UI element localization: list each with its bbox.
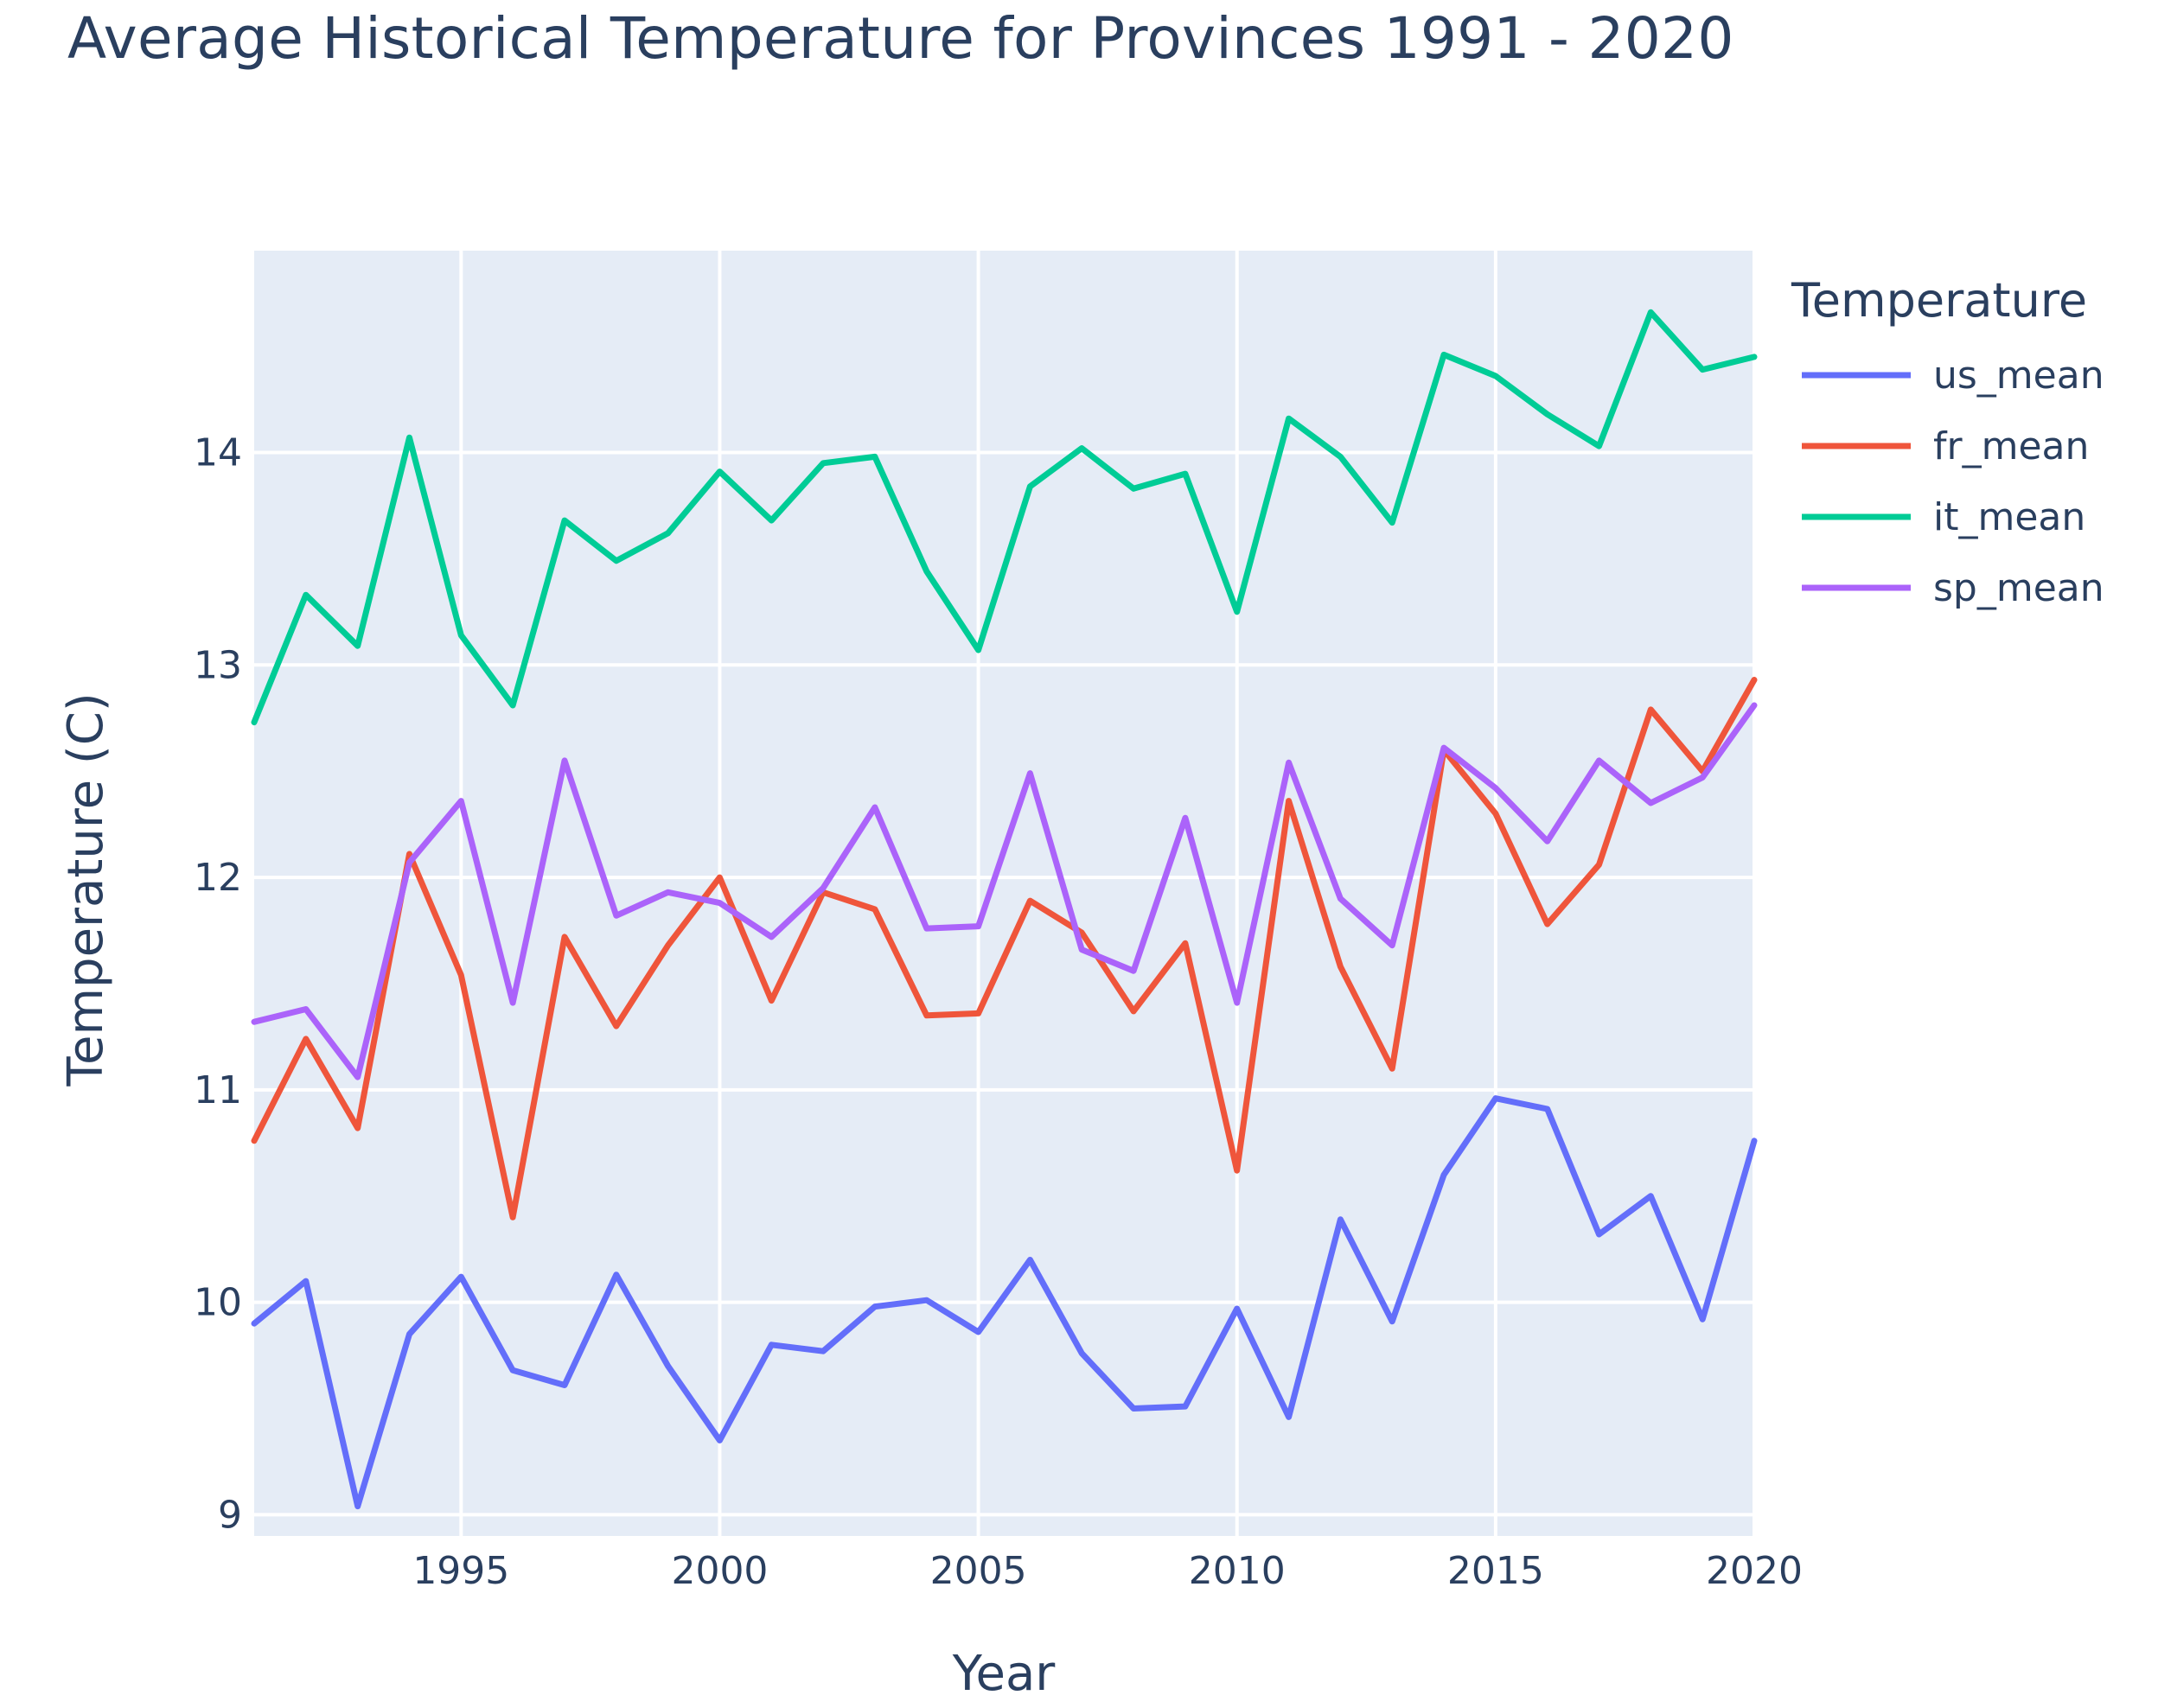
y-tick-label: 11 [194,1068,242,1112]
x-tick-label: 2000 [671,1549,768,1593]
legend-label-sp_mean: sp_mean [1933,566,2104,610]
chart-title: Average Historical Temperature for Provi… [67,5,1734,72]
x-tick-label: 2005 [930,1549,1027,1593]
y-tick-label: 14 [194,430,242,475]
x-tick-label: 2015 [1447,1549,1544,1593]
x-tick-label: 2020 [1706,1549,1803,1593]
series-line-it_mean [251,309,1758,726]
series-line-us_mean [251,1095,1758,1510]
y-axis-title: Temperature (C) [58,692,114,1087]
series-lines [251,309,1758,1510]
x-tick-label: 2010 [1189,1549,1286,1593]
series-line-sp_mean [251,702,1758,1080]
y-tick-label: 9 [218,1493,242,1537]
plot-background [254,251,1754,1536]
y-tick-label: 12 [194,856,242,900]
grid-lines [254,251,1756,1536]
x-tick-label: 1995 [412,1549,509,1593]
legend-title: Temperature [1791,273,2087,328]
legend-label-fr_mean: fr_mean [1933,424,2089,468]
y-tick-labels: 9 10 11 12 13 14 [194,430,242,1537]
y-tick-label: 13 [194,643,242,687]
legend: Temperature us_mean fr_mean it_mean sp_mean [1791,273,2104,610]
legend-label-it_mean: it_mean [1933,495,2085,539]
legend-label-us_mean: us_mean [1933,354,2104,398]
series-line-fr_mean [251,677,1758,1220]
x-axis-title: Year [952,1646,1057,1702]
x-tick-labels: 1995 2000 2005 2010 2015 2020 [412,1549,1803,1593]
y-tick-label: 10 [194,1281,242,1325]
